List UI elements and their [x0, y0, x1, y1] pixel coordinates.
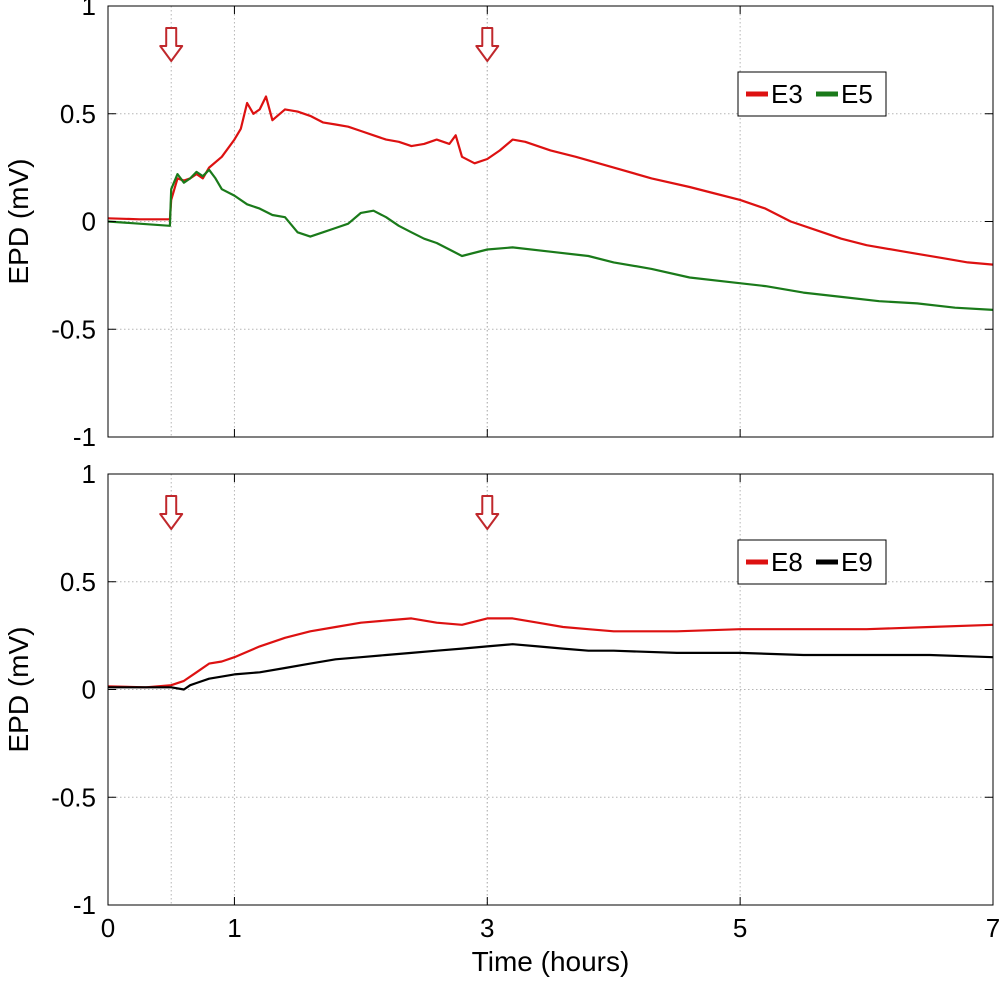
event-arrow-icon — [475, 495, 500, 530]
event-arrow-icon — [159, 495, 184, 530]
event-arrow-icon — [159, 27, 184, 62]
x-tick-label: 1 — [227, 913, 241, 943]
y-tick-label: 0 — [82, 675, 96, 705]
legend-label: E5 — [841, 79, 873, 109]
y-tick-label: 0.5 — [60, 567, 96, 597]
series-line-E5 — [107, 168, 994, 311]
y-tick-label: -0.5 — [51, 782, 96, 812]
x-tick-label: 5 — [733, 913, 747, 943]
y-axis-label: EPD (mV) — [3, 159, 34, 285]
y-tick-label: -0.5 — [51, 314, 96, 344]
y-tick-label: 1 — [82, 459, 96, 489]
event-arrow-icon — [475, 27, 500, 62]
series-line-E8 — [107, 617, 994, 689]
legend-label: E8 — [771, 547, 803, 577]
chart-panel-1: -1 -0.5 0 0.5 1 EPD (mV) E3 E5 — [3, 0, 994, 452]
chart-panel-2: 0 1 3 5 7 -1 -0.5 0 0.5 1 EPD (mV) Time (hours) E8 E9 — [3, 459, 1000, 977]
series-line-E3 — [107, 95, 994, 266]
y-tick-label: 1 — [82, 0, 96, 21]
legend: E8 E9 — [737, 539, 887, 585]
x-tick-label: 7 — [986, 913, 1000, 943]
x-axis-label: Time (hours) — [472, 946, 630, 977]
y-tick-label: 0 — [82, 207, 96, 237]
y-tick-label: -1 — [73, 422, 96, 452]
y-axis-label: EPD (mV) — [3, 627, 34, 753]
y-tick-label: -1 — [73, 890, 96, 920]
x-tick-label: 3 — [480, 913, 494, 943]
legend: E3 E5 — [737, 71, 887, 117]
y-tick-label: 0.5 — [60, 99, 96, 129]
legend-label: E9 — [841, 547, 873, 577]
series-line-E9 — [108, 643, 994, 691]
legend-label: E3 — [771, 79, 803, 109]
x-tick-label: 0 — [101, 913, 115, 943]
